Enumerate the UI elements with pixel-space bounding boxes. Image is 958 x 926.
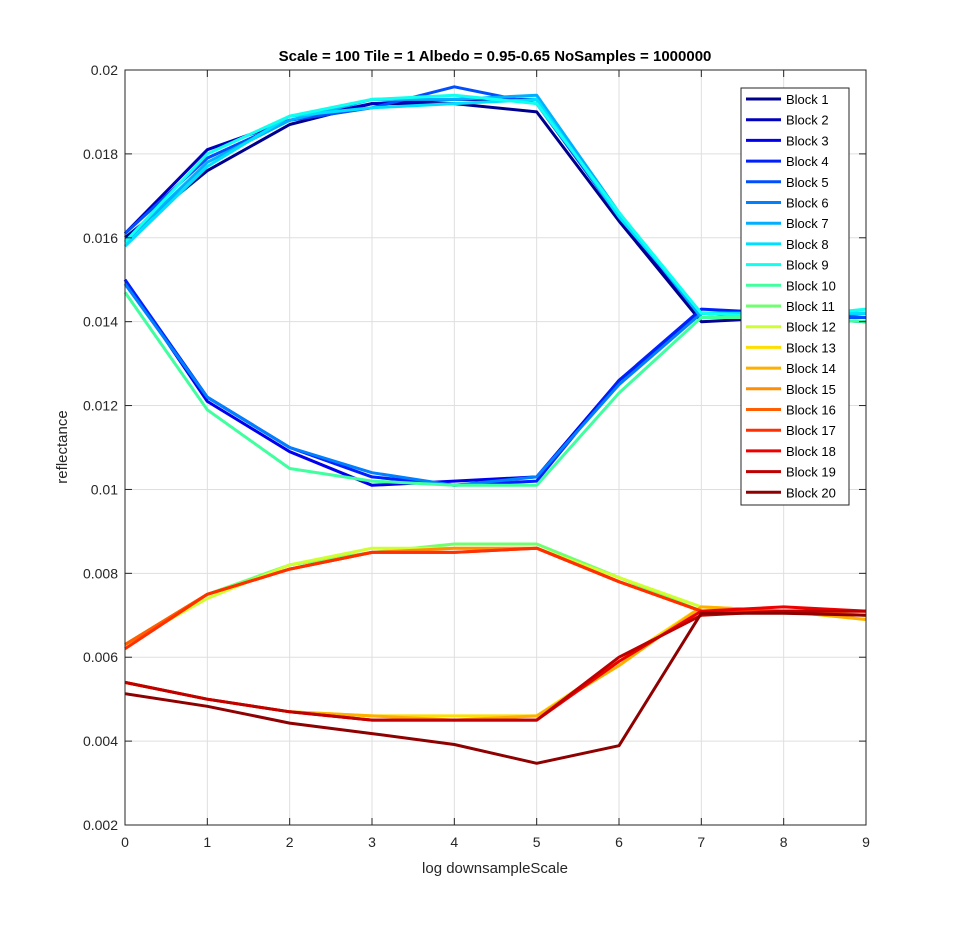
y-tick-label: 0.012 bbox=[83, 398, 118, 414]
legend-label-block-1: Block 1 bbox=[786, 92, 829, 107]
legend-label-block-5: Block 5 bbox=[786, 175, 829, 190]
y-tick-label: 0.014 bbox=[83, 314, 118, 330]
legend-label-block-13: Block 13 bbox=[786, 340, 836, 355]
x-tick-labels: 0 1 2 3 4 5 6 7 8 9 bbox=[121, 834, 870, 850]
y-tick-label: 0.004 bbox=[83, 733, 118, 749]
legend-label-block-10: Block 10 bbox=[786, 278, 836, 293]
x-tick-label: 4 bbox=[450, 834, 458, 850]
ticks bbox=[124, 69, 867, 826]
legend-label-block-6: Block 6 bbox=[786, 196, 829, 211]
legend-label-block-16: Block 16 bbox=[786, 403, 836, 418]
x-tick-label: 6 bbox=[615, 834, 623, 850]
legend-label-block-12: Block 12 bbox=[786, 320, 836, 335]
x-tick-label: 3 bbox=[368, 834, 376, 850]
y-tick-labels: 0.002 0.004 0.006 0.008 0.01 0.012 0.014 0.016 0… bbox=[83, 62, 118, 833]
legend-label-block-14: Block 14 bbox=[786, 361, 836, 376]
legend: Block 1 Block 2 Block 3 Block 4 Block 5 Block… bbox=[740, 87, 850, 506]
y-tick-label: 0.018 bbox=[83, 146, 118, 162]
y-tick-label: 0.02 bbox=[91, 62, 118, 78]
x-tick-label: 5 bbox=[533, 834, 541, 850]
legend-label-block-17: Block 17 bbox=[786, 423, 836, 438]
legend-label-block-19: Block 19 bbox=[786, 465, 836, 480]
axes-frame bbox=[124, 69, 867, 826]
x-tick-label: 8 bbox=[780, 834, 788, 850]
x-axis-label: log downsampleScale bbox=[422, 860, 568, 877]
legend-box bbox=[740, 87, 850, 506]
x-tick-label: 1 bbox=[203, 834, 211, 850]
y-tick-label: 0.002 bbox=[83, 817, 118, 833]
legend-label-block-18: Block 18 bbox=[786, 444, 836, 459]
y-tick-label: 0.008 bbox=[83, 565, 118, 581]
legend-label-block-15: Block 15 bbox=[786, 382, 836, 397]
legend-label-block-4: Block 4 bbox=[786, 154, 829, 169]
x-tick-label: 9 bbox=[862, 834, 870, 850]
y-axis-label: reflectance bbox=[54, 410, 71, 483]
legend-label-block-2: Block 2 bbox=[786, 113, 829, 128]
chart-title: Scale = 100 Tile = 1 Albedo = 0.95-0.65 … bbox=[279, 48, 712, 65]
x-tick-label: 7 bbox=[697, 834, 705, 850]
series-line-block-17 bbox=[124, 546, 866, 651]
legend-label-block-8: Block 8 bbox=[786, 237, 829, 252]
y-tick-label: 0.01 bbox=[91, 481, 118, 497]
legend-label-block-3: Block 3 bbox=[786, 133, 829, 148]
x-tick-label: 2 bbox=[286, 834, 294, 850]
legend-label-block-20: Block 20 bbox=[786, 485, 836, 500]
series-line-block-20 bbox=[124, 611, 867, 765]
y-tick-label: 0.006 bbox=[83, 649, 118, 665]
legend-label-block-7: Block 7 bbox=[786, 216, 829, 231]
legend-label-block-9: Block 9 bbox=[786, 258, 829, 273]
legend-label-block-11: Block 11 bbox=[786, 299, 835, 314]
x-tick-label: 0 bbox=[121, 834, 129, 850]
y-tick-label: 0.016 bbox=[83, 230, 118, 246]
